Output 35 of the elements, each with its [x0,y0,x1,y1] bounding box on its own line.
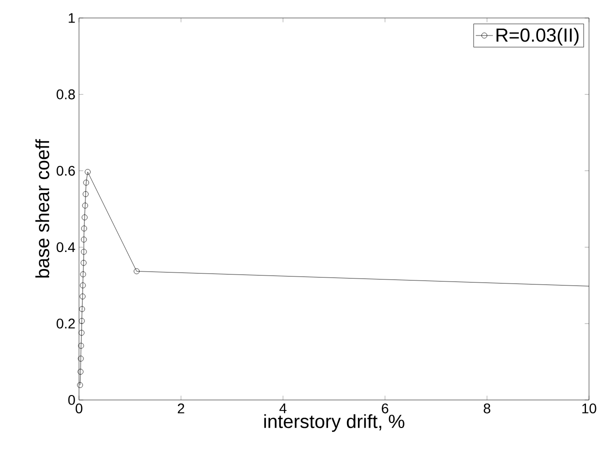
point [78,318,85,324]
y-axis-title: base shear coeff [35,139,50,278]
x-tick-label: 10 [582,403,596,414]
point [83,180,90,186]
y-tick-label: 0.6 [56,166,75,176]
x-tick-label: 6 [382,403,388,414]
point [80,282,86,288]
x-tick-label: 0 [76,403,82,414]
x-tick-label: 2 [178,403,184,414]
y-tick-label: 0.8 [56,89,75,100]
point [80,236,87,242]
point [78,330,84,336]
point [134,268,140,274]
x-axis-title: interstory drift, % [264,414,404,432]
point [80,271,86,278]
y-tick-label: 0.4 [56,242,76,252]
point [80,294,86,300]
point [79,306,85,312]
y-tick-label: 0 [68,395,75,405]
point [77,382,83,388]
x-tick-label: 4 [279,404,286,414]
y-tick-label: 0.2 [56,318,75,329]
point [78,368,84,375]
point [81,226,88,232]
point [78,342,84,349]
point [80,260,86,266]
point [82,214,88,220]
point [84,169,91,175]
legend-label: R=0.03(II) [496,28,579,46]
point [82,202,88,208]
point [78,356,84,362]
x-tick-label: 8 [484,403,490,414]
y-tick-label: 1 [68,13,75,23]
point [80,248,87,255]
point [82,191,89,197]
